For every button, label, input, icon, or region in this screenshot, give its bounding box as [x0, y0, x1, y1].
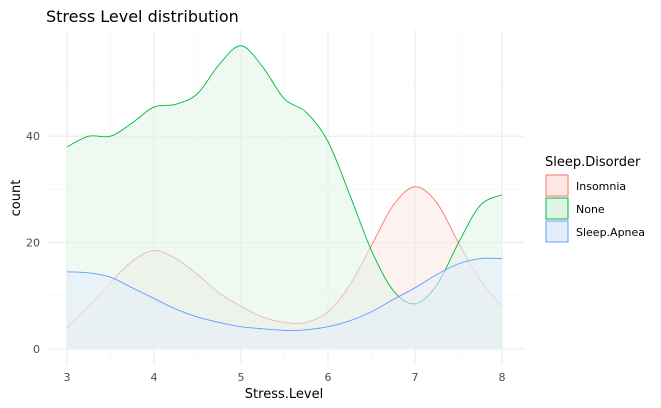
chart-title: Stress Level distribution [46, 7, 239, 26]
legend-key-none [545, 197, 569, 220]
y-tick-label: 0 [33, 343, 40, 356]
legend-label-none: None [576, 203, 605, 216]
legend-label-insomnia: Insomnia [576, 180, 626, 193]
x-axis-title: Stress.Level [245, 387, 323, 402]
density-line-sleep-apnea [66, 257, 503, 331]
series-areas [66, 45, 503, 349]
legend-title: Sleep.Disorder [545, 155, 641, 170]
area-fill-none [67, 45, 502, 349]
x-tick-labels: 3 4 5 6 7 8 [64, 371, 506, 384]
x-tick-label: 8 [499, 371, 506, 384]
x-tick-label: 3 [64, 371, 71, 384]
legend-key-insomnia [545, 174, 569, 197]
y-axis-title: count [9, 180, 24, 217]
y-tick-label: 20 [26, 237, 40, 250]
legend-label-sleep-apnea: Sleep.Apnea [576, 226, 645, 239]
x-tick-label: 7 [412, 371, 419, 384]
legend-key-sleep-apnea [545, 220, 569, 243]
x-tick-label: 5 [238, 371, 245, 384]
x-tick-label: 6 [325, 371, 332, 384]
y-tick-labels: 0 20 40 [26, 130, 40, 356]
legend: Sleep.Disorder Insomnia None Sleep.Apnea [545, 155, 645, 243]
area-fill-sleep-apnea [67, 258, 502, 349]
y-tick-label: 40 [26, 130, 40, 143]
x-tick-label: 4 [151, 371, 158, 384]
